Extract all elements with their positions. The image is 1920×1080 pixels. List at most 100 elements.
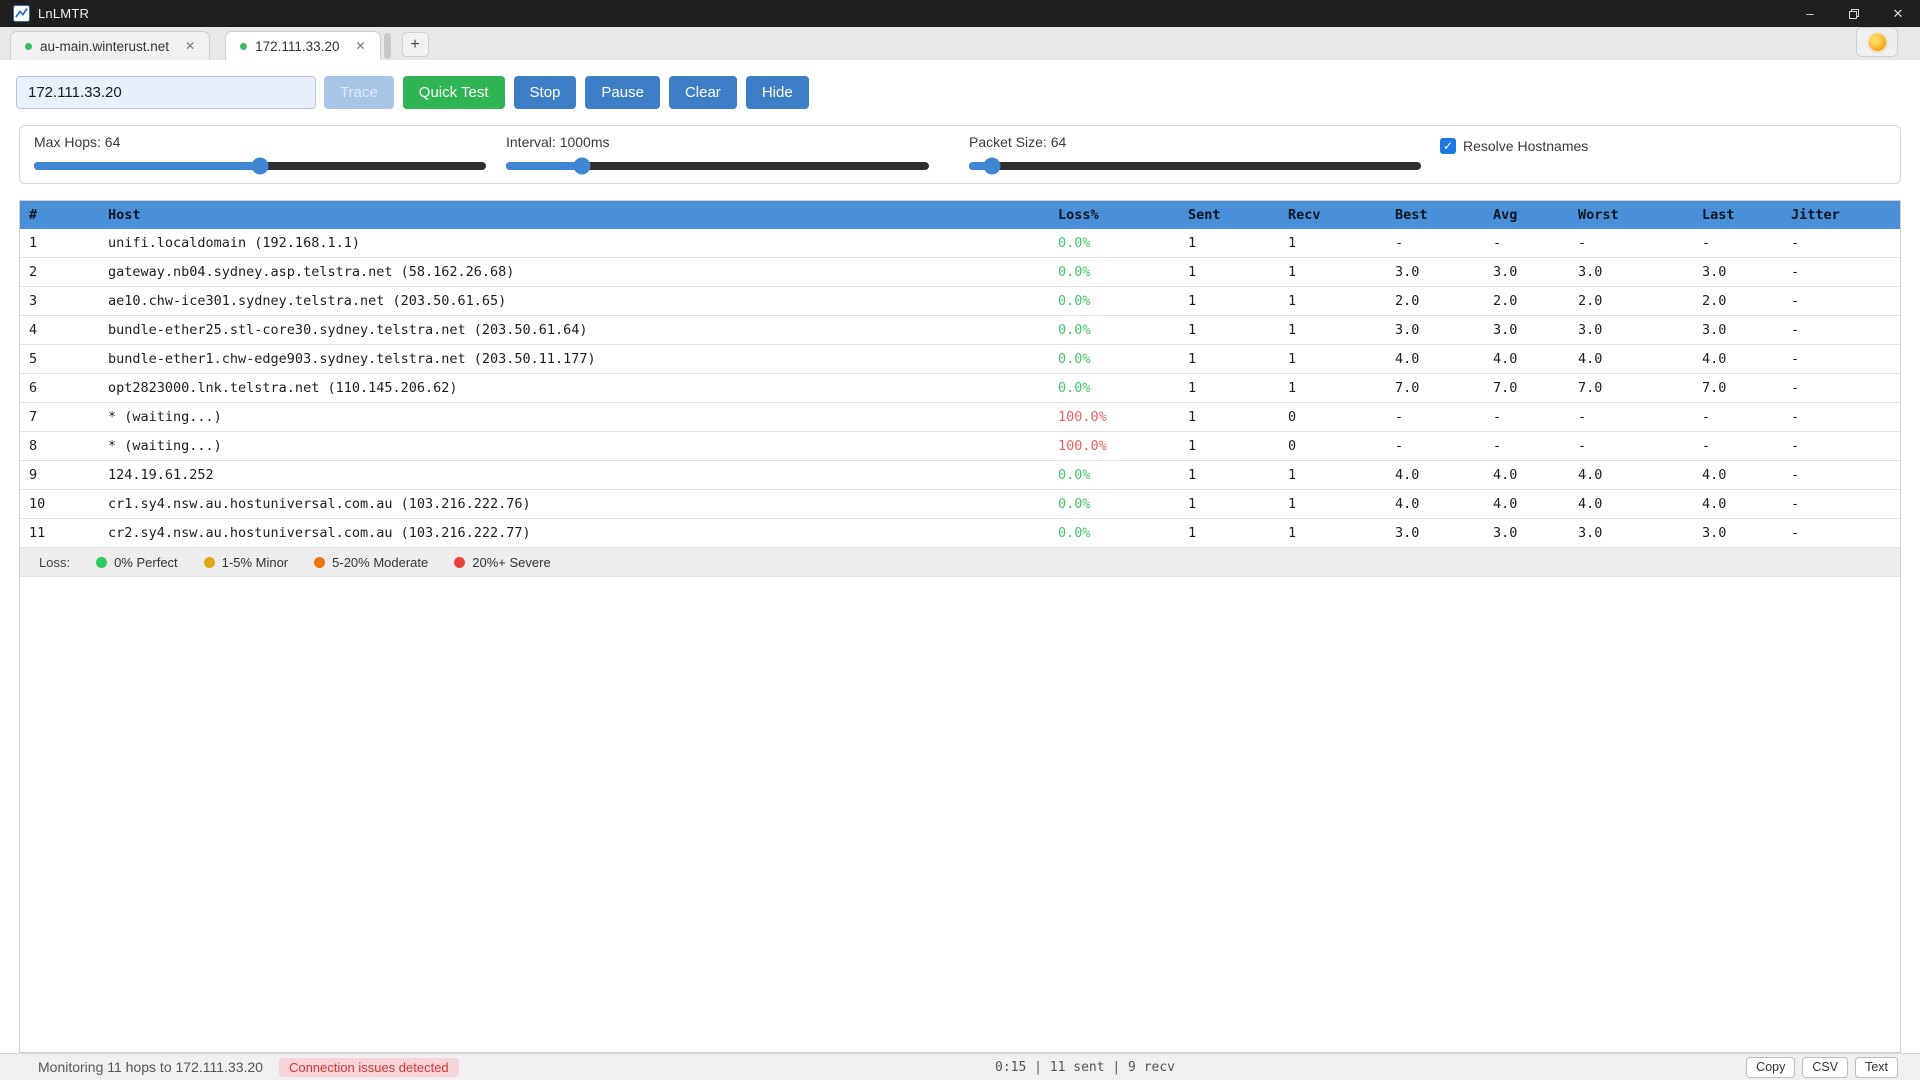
column-header-worst[interactable]: Worst	[1578, 207, 1619, 223]
column-header-jitter[interactable]: Jitter	[1791, 207, 1840, 223]
column-header-avg[interactable]: Avg	[1493, 207, 1518, 223]
cell-last: 7.0	[1702, 380, 1727, 396]
pause-button[interactable]: Pause	[585, 76, 660, 109]
legend-label: 20%+ Severe	[472, 554, 551, 570]
minimize-button[interactable]: –	[1806, 6, 1814, 21]
cell-num: 5	[29, 351, 38, 367]
cell-host: opt2823000.lnk.telstra.net (110.145.206.…	[108, 380, 458, 396]
connection-issues-badge: Connection issues detected	[278, 1057, 459, 1077]
slider-thumb[interactable]	[573, 157, 591, 175]
tab-bar: au-main.winterust.net ✕ 172.111.33.20 ✕ …	[0, 27, 1920, 60]
cell-avg: 7.0	[1493, 380, 1518, 396]
sun-icon	[1868, 33, 1886, 51]
cell-best: -	[1395, 409, 1404, 425]
table-row[interactable]: 8 * (waiting...) 100.0% 1 0 - - - - -	[20, 432, 1900, 461]
table-row[interactable]: 5 bundle-ether1.chw-edge903.sydney.telstr…	[20, 345, 1900, 374]
tab-au-main-winterust[interactable]: au-main.winterust.net ✕	[10, 31, 211, 60]
cell-worst: -	[1578, 235, 1587, 251]
column-header-loss[interactable]: Loss%	[1058, 207, 1099, 223]
cell-recv: 1	[1288, 496, 1297, 512]
status-left: Monitoring 11 hops to 172.111.33.20 Conn…	[38, 1057, 459, 1077]
column-header-num[interactable]: #	[29, 207, 38, 223]
cell-num: 6	[29, 380, 38, 396]
cell-recv: 1	[1288, 380, 1297, 396]
interval-slider[interactable]	[506, 157, 929, 175]
legend-dot-icon	[454, 556, 466, 568]
cell-last: 4.0	[1702, 351, 1727, 367]
table-row[interactable]: 2 gateway.nb04.sydney.asp.telstra.net (58…	[20, 258, 1900, 287]
stop-button[interactable]: Stop	[513, 76, 577, 109]
app-icon	[13, 5, 30, 22]
cell-recv: 1	[1288, 351, 1297, 367]
cell-worst: 3.0	[1578, 322, 1603, 338]
cell-last: 3.0	[1702, 322, 1727, 338]
tab-close-icon[interactable]: ✕	[355, 39, 366, 53]
max-hops-group: Max Hops: 64	[34, 134, 486, 175]
cell-best: 7.0	[1395, 380, 1420, 396]
cell-jitter: -	[1791, 525, 1800, 541]
column-header-last[interactable]: Last	[1702, 207, 1735, 223]
cell-num: 8	[29, 438, 38, 454]
cell-best: 3.0	[1395, 264, 1420, 280]
quick-test-button[interactable]: Quick Test	[402, 76, 505, 109]
legend-label: 1-5% Minor	[221, 554, 289, 570]
cell-worst: 4.0	[1578, 467, 1603, 483]
cell-loss: 100.0%	[1058, 438, 1107, 454]
settings-panel: Max Hops: 64 Interval: 1000ms Packet Siz…	[19, 125, 1901, 184]
cell-loss: 0.0%	[1058, 525, 1091, 541]
cell-sent: 1	[1188, 235, 1197, 251]
copy-button[interactable]: Copy	[1746, 1056, 1796, 1078]
column-header-sent[interactable]: Sent	[1188, 207, 1221, 223]
clear-button[interactable]: Clear	[668, 76, 737, 109]
new-tab-button[interactable]: +	[401, 32, 429, 57]
legend-title: Loss:	[39, 554, 71, 570]
cell-jitter: -	[1791, 235, 1800, 251]
column-header-recv[interactable]: Recv	[1288, 207, 1321, 223]
tab-172-111-33-20[interactable]: 172.111.33.20 ✕	[225, 31, 381, 60]
trace-button[interactable]: Trace	[324, 76, 394, 109]
table-row[interactable]: 1 unifi.localdomain (192.168.1.1) 0.0% 1 1 - -…	[20, 229, 1900, 258]
table-row[interactable]: 4 bundle-ether25.stl-core30.sydney.telstr…	[20, 316, 1900, 345]
column-header-best[interactable]: Best	[1395, 207, 1428, 223]
resolve-hostnames-checkbox[interactable]: ✓	[1440, 138, 1456, 154]
cell-loss: 0.0%	[1058, 351, 1091, 367]
tab-scroll-handle[interactable]	[383, 32, 391, 59]
table-row[interactable]: 11 cr2.sy4.nsw.au.hostuniversal.com.au (1…	[20, 519, 1900, 548]
restore-button[interactable]	[1832, 0, 1876, 27]
cell-avg: 3.0	[1493, 525, 1518, 541]
cell-host: ae10.chw-ice301.sydney.telstra.net (203.…	[108, 293, 507, 309]
theme-toggle-button[interactable]	[1856, 27, 1898, 57]
slider-thumb[interactable]	[983, 157, 1001, 175]
cell-jitter: -	[1791, 438, 1800, 454]
max-hops-slider[interactable]	[34, 157, 486, 175]
cell-host: bundle-ether1.chw-edge903.sydney.telstra…	[108, 351, 596, 367]
table-row[interactable]: 7 * (waiting...) 100.0% 1 0 - - - - -	[20, 403, 1900, 432]
tab-close-icon[interactable]: ✕	[185, 39, 196, 53]
cell-loss: 100.0%	[1058, 409, 1107, 425]
cell-host: * (waiting...)	[108, 409, 222, 425]
table-row[interactable]: 6 opt2823000.lnk.telstra.net (110.145.206…	[20, 374, 1900, 403]
packet-size-slider[interactable]	[969, 157, 1421, 175]
cell-avg: 2.0	[1493, 293, 1518, 309]
text-button[interactable]: Text	[1855, 1056, 1898, 1078]
cell-sent: 1	[1188, 264, 1197, 280]
csv-button[interactable]: CSV	[1802, 1056, 1849, 1078]
target-input[interactable]	[16, 76, 316, 109]
table-row[interactable]: 3 ae10.chw-ice301.sydney.telstra.net (203…	[20, 287, 1900, 316]
resolve-hostnames-option[interactable]: ✓ Resolve Hostnames	[1440, 138, 1588, 154]
legend-label: 0% Perfect	[114, 554, 178, 570]
cell-worst: -	[1578, 438, 1587, 454]
legend-item: 5-20% Moderate	[314, 555, 428, 570]
table-row[interactable]: 10 cr1.sy4.nsw.au.hostuniversal.com.au (1…	[20, 490, 1900, 519]
close-button[interactable]: ✕	[1892, 5, 1904, 21]
cell-recv: 1	[1288, 293, 1297, 309]
slider-thumb[interactable]	[251, 157, 269, 175]
table-row[interactable]: 9 124.19.61.252 0.0% 1 1 4.0 4.0 4.0 4.0 -	[20, 461, 1900, 490]
cell-last: -	[1702, 409, 1711, 425]
cell-num: 4	[29, 322, 38, 338]
hide-button[interactable]: Hide	[745, 76, 809, 109]
cell-recv: 1	[1288, 467, 1297, 483]
cell-num: 1	[29, 235, 38, 251]
column-header-host[interactable]: Host	[108, 207, 141, 223]
max-hops-label: Max Hops: 64	[34, 134, 121, 150]
